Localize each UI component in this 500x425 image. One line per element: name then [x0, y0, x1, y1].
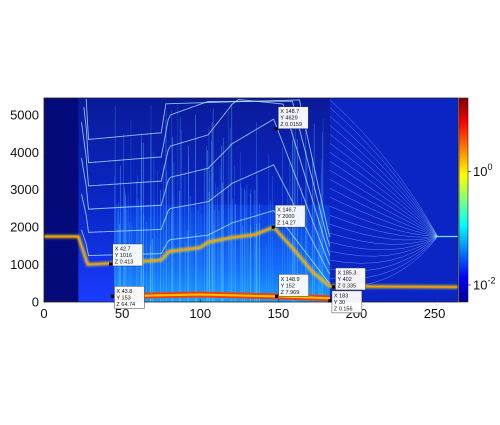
- datatip-text: Y 2000: [277, 214, 294, 220]
- datatip-text: Z 14.27: [277, 221, 296, 227]
- x-tick-label: 0: [40, 306, 47, 321]
- colorbar-ticks: 100 10-2: [468, 162, 495, 292]
- datatip-marker: [110, 294, 115, 298]
- datatip-box: [112, 243, 143, 267]
- fan-line: [329, 134, 438, 237]
- fan-line: [329, 161, 438, 237]
- fan-line: [329, 236, 438, 251]
- datatip-marker: [275, 294, 279, 298]
- datatip-text: X 185.3: [337, 270, 356, 276]
- fan-line: [329, 116, 438, 237]
- datatip-marker: [328, 299, 332, 303]
- fan-line: [329, 223, 438, 241]
- fan-line: [329, 99, 438, 237]
- harmonic-line: [85, 98, 331, 238]
- y-tick-label: 4000: [10, 145, 39, 160]
- y-tick-label: 2000: [10, 220, 39, 235]
- datatip-text: X 146.7: [277, 208, 296, 214]
- fan-line: [329, 196, 438, 237]
- datatip-box: [278, 106, 309, 129]
- datatip-text: Z 0.0159: [280, 122, 302, 128]
- harmonic-line: [83, 100, 331, 247]
- harmonic-line: [81, 164, 331, 275]
- x-tick-label: 100: [189, 306, 211, 321]
- y-tick-label: 0: [32, 295, 39, 310]
- fan-line: [329, 187, 438, 237]
- x-tick-label: 250: [424, 306, 446, 321]
- harmonic-line: [81, 118, 331, 266]
- datatip-text: Z 0.335: [337, 283, 356, 289]
- datatip-box: [331, 290, 363, 314]
- fan-line: [329, 232, 438, 245]
- datatip-text: Y 30: [334, 300, 345, 306]
- datatip-text: X 148.9: [281, 277, 300, 283]
- plot-area: [44, 98, 458, 302]
- colorbar-tick-label: 100: [473, 162, 492, 179]
- harmonic-line: [81, 99, 331, 256]
- datatip-text: Y 1016: [115, 253, 132, 259]
- datatip-marker: [331, 285, 336, 289]
- fan-line: [329, 152, 438, 237]
- y-tick-label: 1000: [10, 257, 39, 272]
- fan-line: [329, 236, 438, 264]
- datatip-text: X 148.7: [280, 109, 299, 115]
- colorbar: [458, 97, 469, 303]
- datatip-box: [335, 267, 366, 291]
- datatip-text: Y 4629: [280, 116, 297, 122]
- datatip-text: Z 64.74: [116, 302, 135, 308]
- fan-line: [329, 179, 438, 237]
- datatip-marker: [109, 262, 113, 266]
- trace-fundamental: [44, 226, 458, 288]
- datatip-text: Z 0.156: [334, 306, 353, 312]
- plot-frame: [43, 97, 459, 303]
- y-tick-label: 3000: [10, 182, 39, 197]
- datatip-text: Y 153: [116, 295, 130, 301]
- datatip-text: X 43.8: [116, 289, 132, 295]
- fan-line: [329, 107, 438, 237]
- datatip-marker: [271, 225, 275, 229]
- fan-line: [329, 143, 438, 237]
- x-tick-label: 50: [115, 306, 129, 321]
- fan-line: [329, 125, 438, 237]
- datatip-box: [278, 274, 309, 297]
- datatip-text: Y 152: [281, 283, 295, 289]
- datatip-text: X 42.7: [115, 246, 131, 252]
- datatip-text: Y 402: [337, 277, 351, 283]
- x-tick-label: 150: [267, 306, 289, 321]
- y-tick-label: 5000: [10, 107, 39, 122]
- datatip-box: [274, 204, 306, 228]
- fan-line: [329, 214, 438, 238]
- datatip-marker: [274, 127, 278, 131]
- datatip-text: X 183: [334, 293, 348, 299]
- colorbar-tick-label: 10-2: [473, 275, 495, 292]
- datatip-box: [114, 286, 145, 309]
- colorbar-gradient: [458, 97, 469, 303]
- datatip-text: Z 0.413: [115, 259, 134, 265]
- trace-layer: [44, 225, 458, 302]
- fan-line: [329, 205, 438, 237]
- trace-low-band-core: [114, 293, 330, 300]
- heat-layer: [44, 98, 458, 302]
- datatip-text: Z 7.969: [281, 290, 300, 296]
- fan-line: [329, 236, 438, 257]
- fan-line: [329, 170, 438, 237]
